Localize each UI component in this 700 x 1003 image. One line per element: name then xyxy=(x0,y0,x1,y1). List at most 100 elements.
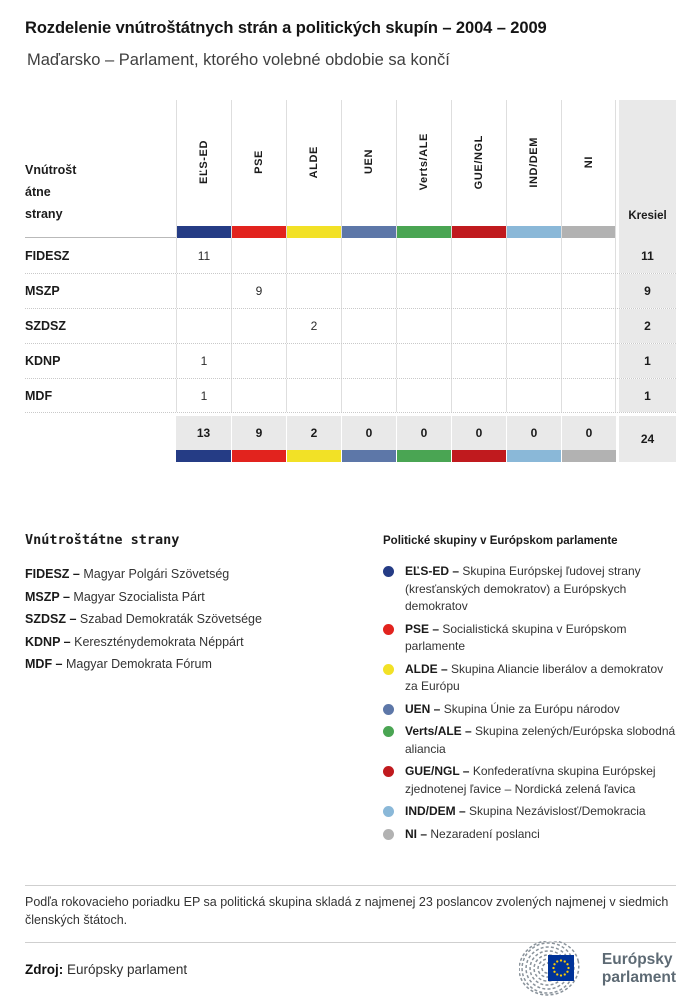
column-header-alde: ALDE xyxy=(286,100,341,238)
seat-count-cell xyxy=(286,379,341,412)
seat-count-cell xyxy=(396,274,451,308)
legend-dot xyxy=(383,703,394,715)
group-color-bar xyxy=(452,450,506,462)
seat-count-cell: 11 xyxy=(176,238,231,273)
seat-count-cell xyxy=(451,309,506,343)
seat-count-cell xyxy=(506,379,561,412)
group-color-bar xyxy=(342,450,396,462)
total-seats-cell: 1 xyxy=(619,344,676,378)
totals-column: 0 xyxy=(396,416,451,462)
column-label: GUE/NGL xyxy=(473,134,485,190)
legend-item: IND/DEM – Skupina Nezávislosť/Demokracia xyxy=(383,803,676,821)
seat-count-cell xyxy=(341,309,396,343)
group-total-cell: 13 xyxy=(176,416,231,450)
group-code: UEN – xyxy=(405,701,441,716)
party-name-cell: MSZP xyxy=(25,284,60,298)
seat-count-cell xyxy=(176,274,231,308)
seat-count-cell xyxy=(231,344,286,378)
logo-line: parlament xyxy=(601,969,676,986)
legend-item: MDF – Magyar Demokrata Fórum xyxy=(25,653,383,676)
seats-header-label: Kresiel xyxy=(628,210,667,222)
group-color-bar xyxy=(452,226,506,238)
group-full-name: Skupina Aliancie liberálov a demokratov … xyxy=(405,661,664,694)
seats-table: Vnútrošt átne strany EĽS-ED PSE ALDE UEN… xyxy=(25,100,676,462)
group-code: GUE/NGL – xyxy=(405,764,470,778)
party-code: MDF – xyxy=(25,657,63,671)
group-full-name: Socialistická skupina v Európskom parlam… xyxy=(405,621,627,654)
column-label: NI xyxy=(582,155,595,169)
seat-count-cell xyxy=(561,344,616,378)
party-code: KDNP – xyxy=(25,634,71,649)
seat-count-cell xyxy=(341,379,396,412)
european-parliament-logo: Európsky parlament xyxy=(518,941,676,997)
totals-column: 0 xyxy=(341,416,396,462)
table-row: KDNP 1 1 xyxy=(25,343,676,378)
group-color-bar xyxy=(342,226,396,238)
party-full-name: Magyar Polgári Szövetség xyxy=(83,567,230,581)
legend-dot xyxy=(383,663,394,675)
group-color-bar xyxy=(232,226,286,238)
legend-item: ALDE – Skupina Aliancie liberálov a demo… xyxy=(383,661,676,696)
total-seats-cell: 9 xyxy=(619,274,676,308)
totals-row: 13 9 2 0 0 0 0 0 24 xyxy=(25,416,676,462)
logo-line: Európsky xyxy=(601,951,673,968)
page-subtitle: Maďarsko – Parlament, ktorého volebné ob… xyxy=(27,51,450,69)
column-header-els-ed: EĽS-ED xyxy=(176,100,231,238)
source-value: Európsky parlament xyxy=(67,961,188,977)
seat-count-cell xyxy=(231,379,286,412)
legend-item: Verts/ALE – Skupina zelených/Európska sl… xyxy=(383,723,676,758)
source-text: Zdroj: Európsky parlament xyxy=(25,962,187,977)
legend-item: SZDSZ – Szabad Demokraták Szövetsége xyxy=(25,608,383,631)
group-code: NI – xyxy=(405,826,428,841)
seat-count-cell xyxy=(231,238,286,273)
group-full-name: Skupina Únie za Európu národov xyxy=(443,701,620,716)
party-name-cell: FIDESZ xyxy=(25,248,70,263)
seat-count-cell xyxy=(451,238,506,273)
seat-count-cell xyxy=(506,344,561,378)
seat-count-cell: 2 xyxy=(286,309,341,343)
seat-count-cell xyxy=(451,274,506,308)
grand-total-cell: 24 xyxy=(619,416,676,462)
footnote-text: Podľa rokovacieho poriadku EP sa politic… xyxy=(25,895,669,927)
seat-count-cell xyxy=(451,379,506,412)
table-row: MDF 1 1 xyxy=(25,378,676,413)
column-header-pse: PSE xyxy=(231,100,286,238)
legend-item: FIDESZ – Magyar Polgári Szövetség xyxy=(25,563,383,586)
group-total-cell: 0 xyxy=(452,416,506,450)
legend-dot xyxy=(383,828,394,840)
party-full-name: Szabad Demokraták Szövetsége xyxy=(79,612,262,626)
seat-count-cell xyxy=(176,309,231,343)
group-color-bar xyxy=(397,450,451,462)
party-code: FIDESZ – xyxy=(25,567,80,581)
seat-count-cell xyxy=(506,309,561,343)
legends-section: Vnútroštátne strany FIDESZ – Magyar Polg… xyxy=(25,530,676,848)
group-color-bar xyxy=(507,450,561,462)
column-header-seats: Kresiel xyxy=(619,100,676,238)
totals-column: 2 xyxy=(286,416,341,462)
seat-count-cell: 1 xyxy=(176,379,231,412)
group-total-cell: 2 xyxy=(287,416,341,450)
row-header-label: Vnútrošt átne strany xyxy=(25,100,176,238)
party-name-cell: MDF xyxy=(25,388,53,403)
seat-count-cell xyxy=(341,238,396,273)
party-code: MSZP – xyxy=(25,589,70,604)
group-code: ALDE – xyxy=(405,661,448,676)
legend-dot xyxy=(383,623,394,635)
seat-count-cell xyxy=(561,238,616,273)
column-label: UEN xyxy=(363,149,375,175)
row-header-line: Vnútrošt xyxy=(25,163,77,177)
seat-count-cell xyxy=(341,344,396,378)
seat-count-cell xyxy=(561,274,616,308)
group-code: PSE – xyxy=(405,621,440,636)
total-seats-cell: 2 xyxy=(619,309,676,343)
political-groups-legend: Politické skupiny v Európskom parlamente… xyxy=(383,530,676,848)
seat-count-cell xyxy=(396,379,451,412)
eu-flag-stars xyxy=(552,959,570,977)
group-full-name: Konfederatívna skupina Európskej zjednot… xyxy=(405,764,656,796)
legend-dot xyxy=(383,766,394,777)
legend-item: GUE/NGL – Konfederatívna skupina Európsk… xyxy=(383,763,676,798)
seat-count-cell xyxy=(451,344,506,378)
column-label: PSE xyxy=(253,150,265,174)
legend-item: MSZP – Magyar Szocialista Párt xyxy=(25,586,383,609)
legend-item: PSE – Socialistická skupina v Európskom … xyxy=(383,621,676,656)
